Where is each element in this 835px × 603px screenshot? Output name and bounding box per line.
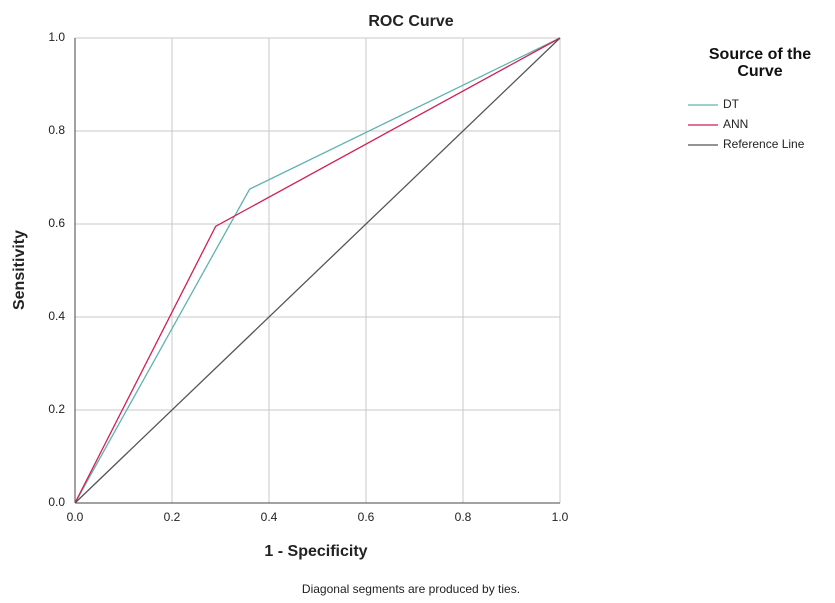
x-tick-label: 0.4 bbox=[261, 510, 278, 524]
y-tick-label: 0.6 bbox=[48, 216, 65, 230]
y-tick-label: 0.2 bbox=[48, 402, 65, 416]
x-tick-label: 0.2 bbox=[164, 510, 181, 524]
x-tick-label: 0.6 bbox=[358, 510, 375, 524]
legend-label: Reference Line bbox=[723, 137, 805, 151]
x-axis-label: 1 - Specificity bbox=[264, 543, 367, 560]
y-tick-label: 1.0 bbox=[48, 30, 65, 44]
legend-label: DT bbox=[723, 97, 740, 111]
x-tick-label: 0.0 bbox=[67, 510, 84, 524]
legend-title: Source of the Curve bbox=[690, 46, 830, 80]
y-tick-label: 0.8 bbox=[48, 123, 65, 137]
chart-title: ROC Curve bbox=[368, 13, 453, 30]
y-axis-label: Sensitivity bbox=[11, 230, 28, 310]
y-tick-label: 0.4 bbox=[48, 309, 65, 323]
y-tick-label: 0.0 bbox=[48, 495, 65, 509]
footnote: Diagonal segments are produced by ties. bbox=[302, 582, 520, 596]
x-tick-label: 0.8 bbox=[455, 510, 472, 524]
chart: ROC Curve 1 - Specificity Sensitivity Di… bbox=[0, 0, 835, 603]
legend-label: ANN bbox=[723, 117, 748, 131]
page: ROC Curve 1 - Specificity Sensitivity Di… bbox=[0, 0, 835, 603]
x-tick-label: 1.0 bbox=[552, 510, 569, 524]
